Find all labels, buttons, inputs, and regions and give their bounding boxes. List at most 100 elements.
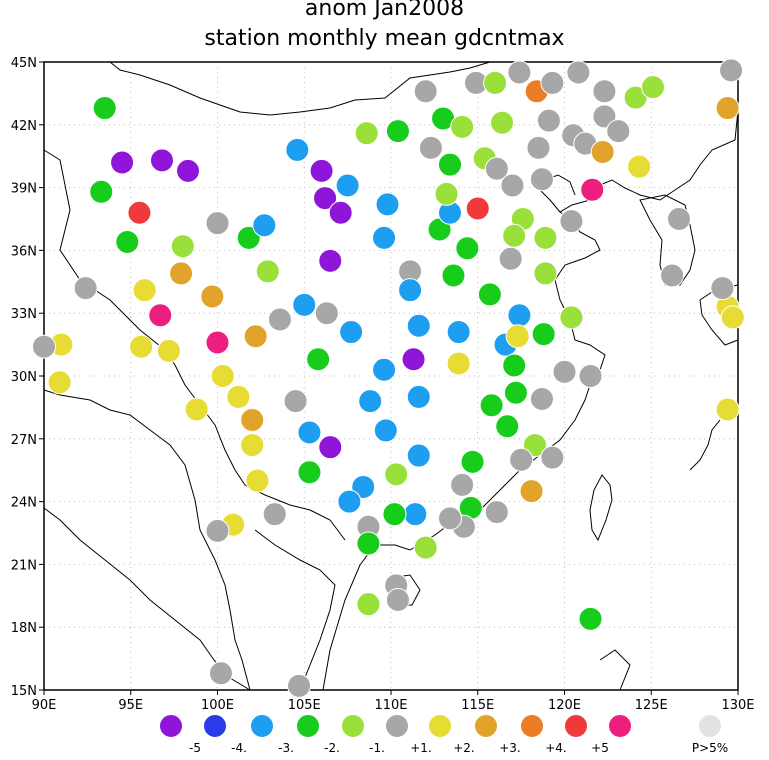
station-marker xyxy=(540,70,565,95)
station-marker xyxy=(483,70,508,95)
station-marker xyxy=(566,60,591,85)
station-marker xyxy=(285,137,310,162)
station-marker xyxy=(559,305,584,330)
station-marker xyxy=(115,230,140,255)
station-marker xyxy=(372,225,397,250)
legend-label-m4: -4. xyxy=(231,741,247,755)
station-marker xyxy=(479,393,504,418)
y-tick-label: 39N xyxy=(11,182,37,197)
station-marker xyxy=(460,449,485,474)
station-marker xyxy=(306,347,331,372)
station-marker xyxy=(526,135,551,160)
station-marker xyxy=(375,192,400,217)
legend-swatch-m3 xyxy=(250,714,274,738)
station-marker xyxy=(384,462,409,487)
station-marker xyxy=(132,278,157,303)
station-marker xyxy=(498,246,523,271)
station-marker xyxy=(47,370,72,395)
station-marker xyxy=(89,179,114,204)
legend-label-m3: -3. xyxy=(278,741,294,755)
y-tick-label: 27N xyxy=(11,433,37,448)
station-marker xyxy=(205,330,230,355)
station-marker xyxy=(335,173,360,198)
station-marker xyxy=(640,75,665,100)
station-marker xyxy=(252,213,277,238)
station-marker xyxy=(385,587,410,612)
station-marker xyxy=(413,79,438,104)
station-marker xyxy=(356,531,381,556)
station-marker xyxy=(413,535,438,560)
station-marker xyxy=(418,135,443,160)
station-marker xyxy=(398,278,423,303)
station-marker xyxy=(450,114,475,139)
legend-label-p4: +4. xyxy=(545,741,567,755)
station-marker xyxy=(455,236,480,261)
y-tick-label: 45N xyxy=(11,56,37,71)
border-north xyxy=(109,61,491,116)
station-marker xyxy=(484,500,509,525)
station-marker xyxy=(446,351,471,376)
station-marker xyxy=(127,200,152,225)
legend-swatch-m2 xyxy=(296,714,320,738)
station-marker xyxy=(465,196,490,221)
station-marker xyxy=(205,211,230,236)
station-marker xyxy=(149,148,174,173)
legend-swatch-p4 xyxy=(520,714,544,738)
station-marker xyxy=(297,460,322,485)
legend-swatch-m4 xyxy=(203,714,227,738)
station-marker xyxy=(590,140,615,165)
station-marker xyxy=(372,357,397,382)
station-marker xyxy=(434,181,459,206)
station-marker xyxy=(533,225,558,250)
station-marker xyxy=(148,303,173,328)
station-marker xyxy=(385,119,410,144)
border-west xyxy=(43,149,346,541)
station-marker xyxy=(500,173,525,198)
station-marker xyxy=(627,154,652,179)
station-marker xyxy=(287,673,312,698)
station-marker xyxy=(382,502,407,527)
y-tick-label: 33N xyxy=(11,307,37,322)
station-marker xyxy=(446,320,471,345)
station-marker xyxy=(169,261,194,286)
x-tick-label: 115E xyxy=(461,698,494,713)
station-marker xyxy=(243,324,268,349)
station-marker xyxy=(450,472,475,497)
station-marker xyxy=(73,276,98,301)
color-legend: -5 -4. -3. -2. -1. +1. +2. +3. +4. +5 P>5% xyxy=(159,714,728,755)
station-marker xyxy=(507,303,532,328)
axis-ticks: 90E 95E 100E 105E 110E 115E 120E 125E 130E 15N 18N… xyxy=(11,56,755,713)
station-marker xyxy=(592,79,617,104)
station-marker xyxy=(495,414,520,439)
station-marker xyxy=(267,307,292,332)
station-marker xyxy=(536,108,561,133)
station-marker xyxy=(358,389,383,414)
station-marker xyxy=(318,248,343,273)
station-marker xyxy=(406,384,431,409)
y-tick-label: 15N xyxy=(11,684,37,699)
station-marker xyxy=(437,152,462,177)
station-marker xyxy=(509,447,534,472)
legend-swatch-p3 xyxy=(474,714,498,738)
legend-swatch-m5 xyxy=(159,714,183,738)
station-marker xyxy=(170,234,195,259)
legend-label-p2: +2. xyxy=(453,741,475,755)
station-marker xyxy=(110,150,135,175)
station-marker xyxy=(437,506,462,531)
border-indochina xyxy=(254,529,336,691)
station-marker xyxy=(292,292,317,317)
x-tick-label: 95E xyxy=(118,698,143,713)
legend-label-p3: +3. xyxy=(499,741,521,755)
station-marker xyxy=(184,397,209,422)
x-tick-label: 130E xyxy=(721,698,754,713)
y-tick-label: 42N xyxy=(11,119,37,134)
y-tick-label: 21N xyxy=(11,558,37,573)
station-marker xyxy=(351,474,376,499)
station-marker xyxy=(505,324,530,349)
station-marker xyxy=(667,207,692,231)
station-marker xyxy=(406,443,431,468)
station-marker xyxy=(484,156,509,181)
legend-swatch-p5 xyxy=(564,714,588,738)
station-marker xyxy=(477,282,502,307)
station-marker xyxy=(313,186,338,211)
